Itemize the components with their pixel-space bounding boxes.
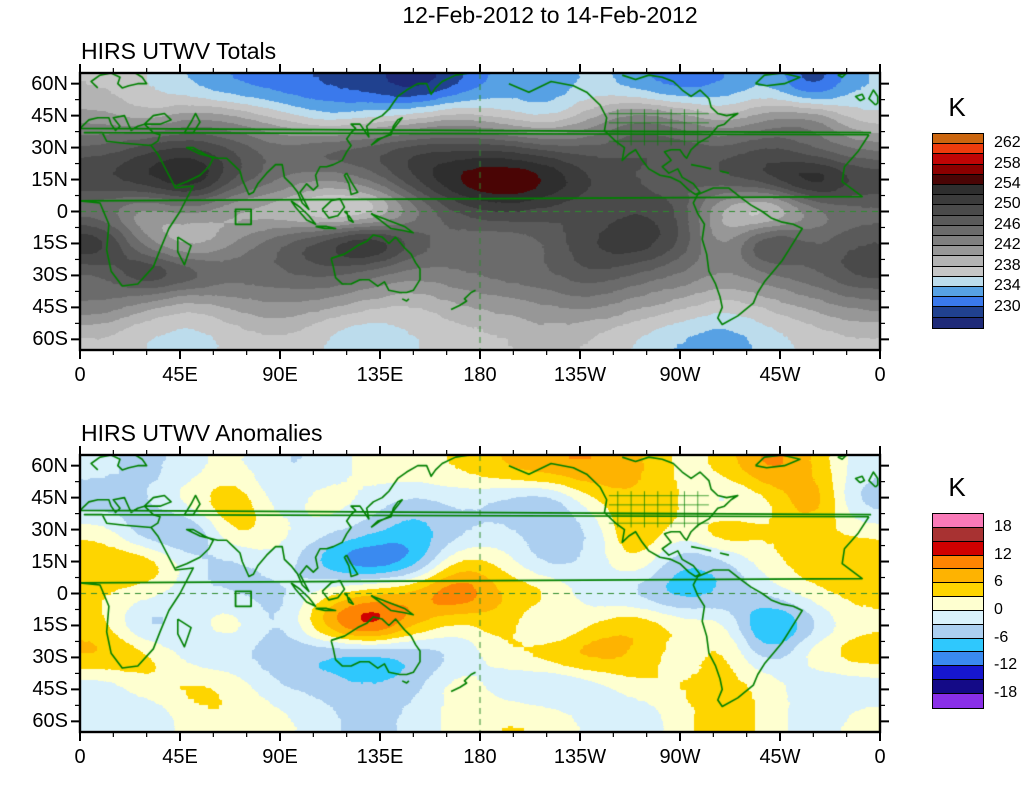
totals-title: HIRS UTWV Totals (81, 38, 277, 64)
anomalies-colorbar (932, 513, 984, 709)
y-axis-label: 60N (31, 454, 68, 477)
colorbar-segment (933, 195, 983, 206)
anomalies-map (80, 455, 880, 732)
totals-colorbar-unit: K (948, 92, 966, 122)
y-axis-label: 15S (32, 614, 68, 637)
colorbar-segment (933, 276, 983, 288)
colorbar-tick-label: 234 (994, 277, 1021, 295)
y-axis-label: 30S (32, 264, 68, 287)
x-axis-label: 135W (553, 364, 607, 386)
colorbar-segment (933, 164, 983, 175)
colorbar-segment (933, 287, 983, 298)
page-title: 12-Feb-2012 to 14-Feb-2012 (402, 2, 698, 28)
x-axis-label: 90W (659, 364, 701, 386)
x-axis-label: 0 (74, 364, 86, 386)
colorbar-segment (933, 597, 983, 611)
y-axis-label: 30N (31, 518, 68, 541)
x-axis-label: 45W (759, 746, 801, 768)
colorbar-segment (933, 134, 983, 145)
colorbar-tick-label: 0 (994, 601, 1003, 618)
colorbar-segment (933, 666, 983, 681)
x-axis-label: 45E (162, 364, 198, 386)
x-axis-label: 45W (759, 364, 801, 386)
colorbar-tick-label: 242 (994, 236, 1021, 254)
anomalies-heatmap (80, 455, 880, 732)
x-axis-label: 135W (553, 746, 607, 768)
y-axis-label: 15N (31, 168, 68, 191)
colorbar-tick-label: 238 (994, 256, 1021, 274)
colorbar-tick-label: -18 (994, 684, 1018, 702)
colorbar-segment (933, 680, 983, 694)
colorbar-segment (933, 185, 983, 196)
y-axis-label: 30S (32, 646, 68, 669)
x-axis-label: 90E (262, 364, 298, 386)
colorbar-segment (933, 246, 983, 257)
colorbar-segment (933, 583, 983, 598)
x-axis-label: 180 (463, 746, 497, 768)
anomalies-title: HIRS UTWV Anomalies (81, 420, 323, 446)
colorbar-segment (933, 541, 983, 556)
colorbar-segment (933, 297, 983, 308)
colorbar-segment (933, 693, 983, 708)
y-axis-label: 30N (31, 136, 68, 159)
x-axis-label: 135E (356, 746, 404, 768)
x-axis-label: 180 (463, 364, 497, 386)
y-axis-label: 45S (32, 296, 68, 319)
y-axis-label: 60S (32, 710, 68, 733)
x-axis-label: 135E (356, 364, 404, 386)
colorbar-tick-label: 254 (994, 175, 1021, 193)
y-axis-label: 60N (31, 72, 68, 95)
colorbar-segment (933, 638, 983, 653)
colorbar-tick-label: 6 (994, 573, 1003, 591)
y-axis-label: 0 (56, 200, 68, 223)
colorbar-tick-label: -6 (994, 628, 1009, 646)
y-axis-label: 45S (32, 678, 68, 701)
colorbar-segment (933, 236, 983, 247)
anomalies-colorbar-unit: K (948, 472, 966, 502)
colorbar-tick-label: 18 (994, 517, 1012, 535)
colorbar-segment (933, 144, 983, 155)
totals-heatmap (80, 73, 880, 350)
colorbar-tick-label: 230 (994, 297, 1021, 315)
colorbar-segment (933, 307, 983, 318)
colorbar-tick-label: 246 (994, 215, 1021, 233)
colorbar-segment (933, 225, 983, 237)
colorbar-segment (933, 205, 983, 216)
colorbar-tick-label: 12 (994, 545, 1012, 563)
y-axis-label: 15S (32, 232, 68, 255)
x-axis-label: 0 (874, 364, 886, 386)
colorbar-tick-label: 262 (994, 134, 1021, 152)
colorbar-segment (933, 569, 983, 584)
y-axis-label: 0 (56, 582, 68, 605)
colorbar-tick-label: 258 (994, 154, 1021, 172)
colorbar-segment (933, 555, 983, 570)
x-axis-label: 90W (659, 746, 701, 768)
colorbar-tick-label: 250 (994, 195, 1021, 213)
colorbar-segment (933, 610, 983, 625)
x-axis-label: 0 (874, 746, 886, 768)
y-axis-label: 45N (31, 486, 68, 509)
colorbar-segment (933, 652, 983, 667)
colorbar-segment (933, 256, 983, 267)
colorbar-segment (933, 527, 983, 542)
colorbar-segment (933, 624, 983, 639)
colorbar-segment (933, 317, 983, 328)
totals-map (80, 73, 880, 350)
x-axis-label: 0 (74, 746, 86, 768)
x-axis-label: 45E (162, 746, 198, 768)
colorbar-segment (933, 215, 983, 226)
y-axis-label: 15N (31, 550, 68, 573)
colorbar-segment (933, 266, 983, 277)
y-axis-label: 45N (31, 104, 68, 127)
colorbar-tick-label: -12 (994, 656, 1018, 674)
x-axis-label: 90E (262, 746, 298, 768)
colorbar-segment (933, 154, 983, 165)
colorbar-segment (933, 174, 983, 186)
colorbar-segment (933, 514, 983, 528)
totals-colorbar (932, 133, 984, 329)
y-axis-label: 60S (32, 328, 68, 351)
